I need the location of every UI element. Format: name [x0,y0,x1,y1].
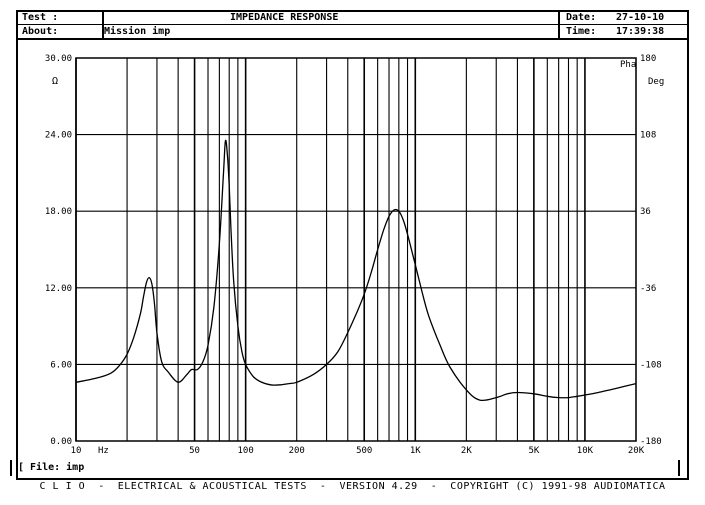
chart-grid [75,57,637,442]
y-tick-label: 30.00 [45,54,72,64]
x-tick-label: 10K [577,446,594,456]
header-separator-right [558,12,560,38]
time-label: Time: [566,26,597,37]
y2-axis-unit-deg: Deg [648,77,664,87]
x-tick-label: 50 [189,446,200,456]
chart-title: IMPEDANCE RESPONSE [230,12,339,23]
y2-tick-label: -108 [640,360,662,370]
y2-tick-label: 36 [640,207,651,217]
y-tick-label: 12.00 [45,284,72,294]
x-tick-label: 100 [238,446,254,456]
phase-label-top: Pha [620,60,636,70]
time-value: 17:39:38 [616,26,665,37]
x-tick-label: 500 [356,446,372,456]
x-tick-label: 10 [71,446,82,456]
x-tick-label: 200 [289,446,305,456]
file-bar: [ File: imp [10,460,680,476]
about-label: About: [22,26,59,37]
y2-tick-label: -180 [640,437,662,447]
y2-tick-label: 180 [640,54,656,64]
header-bar: Test : About: Mission imp IMPEDANCE RESP… [18,12,687,40]
x-tick-label: 20K [628,446,645,456]
y-tick-label: 6.00 [50,360,72,370]
plot-border [75,57,637,442]
x-axis-unit-hz: Hz [98,446,109,456]
y2-tick-label: -36 [640,284,656,294]
impedance-curve [75,139,637,402]
header-separator-left [102,12,104,38]
chart-frame: Test : About: Mission imp IMPEDANCE RESP… [16,10,689,480]
y-tick-label: 24.00 [45,131,72,141]
y-tick-label: 18.00 [45,207,72,217]
y2-tick-label: 108 [640,131,656,141]
test-label: Test : [22,12,59,23]
header-divider [18,24,687,25]
y-axis-unit-ohm: Ω [52,76,58,87]
date-value: 27-10-10 [616,12,665,23]
date-label: Date: [566,12,597,23]
y-tick-label: 0.00 [50,437,72,447]
chart-ticks: 0.00 6.00 12.00 18.00 24.00 30.00 -180 -108 -36 3… [45,54,662,456]
x-tick-label: 5K [528,446,539,456]
footer-copyright: C L I O - ELECTRICAL & ACOUSTICAL TESTS … [39,481,666,492]
x-tick-label: 2K [461,446,472,456]
about-value: Mission imp [104,26,171,37]
x-tick-label: 1K [410,446,421,456]
